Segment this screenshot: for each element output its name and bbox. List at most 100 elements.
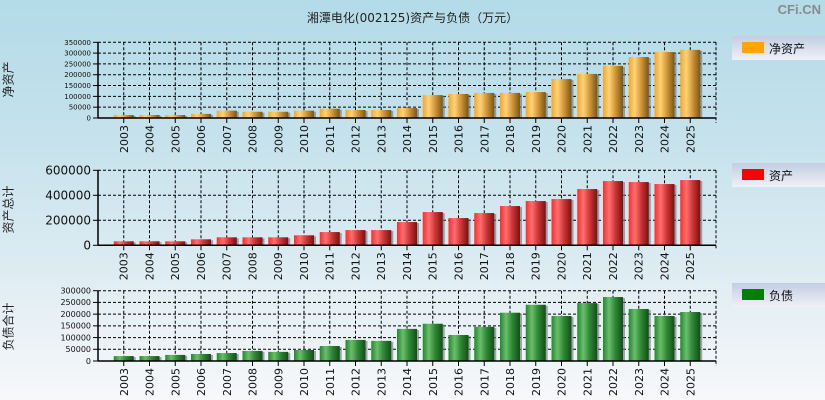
x-tick-label: 2013 [375, 252, 388, 280]
total-liabilities-chart: 0 50000 100000 150000 200000 250000 300000 2003… [60, 287, 717, 396]
bar-2023 [628, 308, 649, 361]
bar-2014 [397, 222, 417, 246]
x-tick-label: 2014 [401, 368, 414, 396]
x-tick-label: 2005 [169, 125, 182, 153]
x-tick-label: 2009 [272, 125, 285, 153]
total-assets-axis-label: 资产总计 [1, 185, 16, 234]
x-tick-label: 2009 [272, 252, 285, 280]
bar-2025 [680, 312, 701, 361]
bar-2025 [680, 180, 701, 246]
y-tick-label: 50000 [66, 345, 91, 354]
x-tick-label: 2011 [324, 252, 337, 280]
bar-2008 [242, 350, 263, 361]
x-tick-label: 2016 [453, 252, 466, 280]
x-tick-label: 2005 [169, 368, 182, 396]
bar-2023 [628, 182, 649, 246]
bar-2006 [191, 239, 211, 246]
x-tick-label: 2025 [684, 125, 697, 153]
bar-2013 [371, 109, 392, 118]
bar-2015 [422, 212, 443, 246]
x-tick-label: 2025 [684, 368, 697, 396]
y-tick-label: 0 [83, 239, 91, 253]
y-tick-label: 100000 [60, 333, 91, 342]
total-assets-legend-label: 资产 [769, 169, 794, 183]
x-tick-label: 2010 [298, 368, 311, 396]
x-tick-label: 2023 [633, 368, 646, 396]
net-assets-chart: 0 50000 100000 150000 200000 250000 300000 3500… [64, 39, 717, 153]
net-assets-legend-label: 净资产 [769, 42, 806, 56]
x-tick-label: 2017 [478, 252, 491, 280]
bar-2012 [345, 109, 366, 118]
x-tick-label: 2011 [324, 368, 337, 396]
x-tick-label: 2021 [581, 125, 594, 153]
x-tick-label: 2020 [556, 252, 569, 280]
y-tick-label: 100000 [64, 93, 91, 101]
bar-2009 [268, 351, 289, 361]
x-tick-label: 2022 [607, 368, 620, 396]
bar-2006 [191, 353, 211, 361]
bar-2018 [500, 312, 520, 361]
y-tick-label: 150000 [60, 322, 91, 331]
x-tick-label: 2004 [144, 125, 157, 153]
bar-2015 [422, 95, 443, 118]
bar-2018 [500, 92, 520, 118]
x-tick-label: 2019 [530, 125, 543, 153]
total-liabilities-legend: 负债 [732, 283, 825, 307]
total-assets-chart: 0 200000 400000 600000 2003 2004 2005 2006 2007 2… [45, 164, 717, 280]
y-tick-label: 0 [87, 114, 91, 122]
bar-2024 [654, 52, 675, 119]
x-tick-label: 2003 [118, 125, 131, 153]
bar-2022 [603, 181, 623, 246]
bar-2007 [216, 237, 237, 246]
bar-2022 [603, 65, 623, 118]
y-tick-label: 50000 [69, 104, 91, 112]
bar-2020 [551, 316, 572, 361]
x-tick-label: 2015 [427, 125, 440, 153]
x-tick-label: 2023 [633, 252, 646, 280]
x-tick-label: 2019 [530, 252, 543, 280]
x-tick-label: 2024 [659, 125, 672, 153]
x-tick-label: 2021 [581, 368, 594, 396]
y-tick-label: 200000 [60, 310, 91, 319]
total-liabilities-legend-label: 负债 [769, 289, 794, 303]
x-tick-label: 2014 [401, 252, 414, 280]
bar-2009 [268, 237, 289, 246]
bar-2022 [603, 297, 623, 361]
total-liabilities-legend-swatch [742, 289, 764, 300]
x-tick-label: 2010 [298, 125, 311, 153]
y-tick-label: 250000 [64, 60, 91, 68]
bar-2020 [551, 199, 572, 246]
y-tick-label: 350000 [64, 39, 91, 47]
bar-2019 [525, 92, 546, 118]
bar-2014 [397, 328, 417, 361]
bar-2017 [474, 213, 495, 246]
x-tick-label: 2018 [504, 368, 517, 396]
x-tick-label: 2008 [247, 125, 260, 153]
total-liabilities-axis-label: 负债合计 [1, 302, 16, 351]
bar-2003 [113, 114, 134, 118]
watermark-logo: CFi.CN [777, 2, 821, 17]
bar-2011 [319, 232, 340, 246]
x-tick-label: 2007 [221, 125, 234, 153]
bar-2015 [422, 323, 443, 361]
y-tick-label: 250000 [60, 298, 91, 307]
x-tick-label: 2014 [401, 125, 414, 153]
bar-2020 [551, 79, 572, 118]
total-assets-legend-swatch [742, 169, 764, 180]
bar-2008 [242, 111, 263, 118]
bar-2021 [577, 189, 598, 246]
bar-2021 [577, 303, 598, 361]
bar-2007 [216, 110, 237, 118]
bar-2012 [345, 230, 366, 246]
x-tick-label: 2013 [375, 125, 388, 153]
x-tick-label: 2017 [478, 125, 491, 153]
chart-title: 湘潭电化(002125)资产与负债（万元） [306, 11, 519, 25]
x-tick-label: 2006 [195, 125, 208, 153]
x-tick-label: 2006 [195, 368, 208, 396]
bar-2003 [113, 356, 134, 361]
x-tick-label: 2022 [607, 252, 620, 280]
bar-2018 [500, 206, 520, 246]
y-tick-label: 150000 [64, 82, 91, 90]
x-tick-label: 2004 [144, 368, 157, 396]
net-assets-legend: 净资产 [732, 36, 825, 60]
